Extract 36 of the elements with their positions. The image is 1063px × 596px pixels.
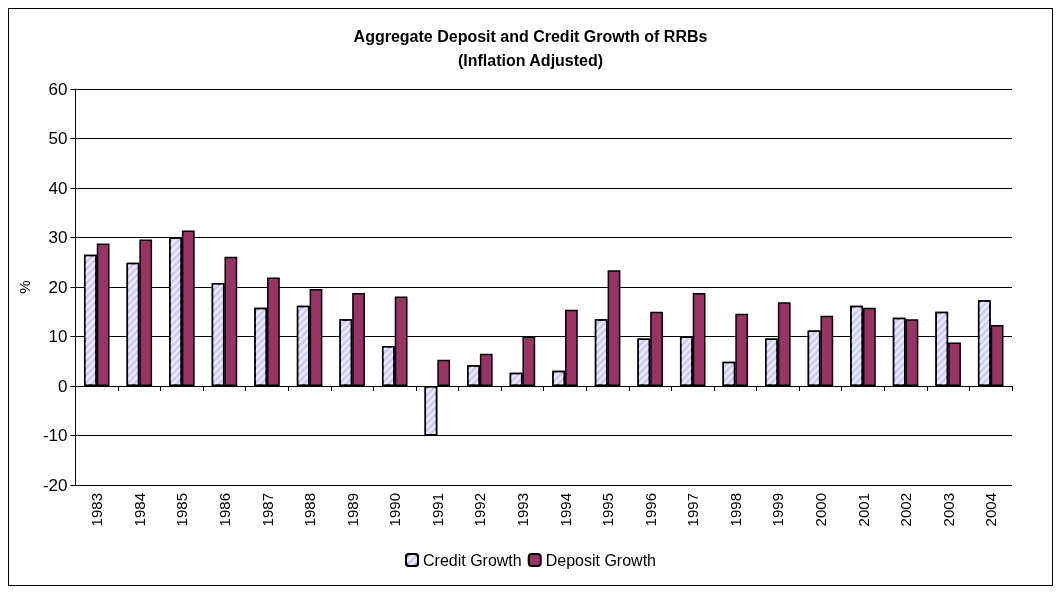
x-tick-label: 1989 xyxy=(343,493,361,527)
y-tick-label: 30 xyxy=(48,228,68,247)
bar xyxy=(437,359,451,386)
x-tick-label: 1994 xyxy=(556,493,574,527)
chart-title: Aggregate Deposit and Credit Growth of RRBs (Inflation Adjusted) xyxy=(353,27,708,69)
x-tick-label: 1984 xyxy=(130,493,148,527)
y-tick-label: 10 xyxy=(48,327,68,346)
legend-label: Credit Growth xyxy=(423,551,522,569)
x-tick-label: 1991 xyxy=(428,493,446,527)
x-tick-label: 2000 xyxy=(811,493,829,527)
x-tick-label: 1987 xyxy=(258,493,276,527)
x-tick-label: 1985 xyxy=(173,493,191,527)
legend-label: Deposit Growth xyxy=(545,551,656,569)
x-tick-label: 1986 xyxy=(215,493,233,527)
x-tick-label: 1995 xyxy=(599,493,617,527)
y-tick-label: -20 xyxy=(42,475,68,495)
x-tick-label: 1988 xyxy=(301,493,319,527)
x-tick-label: 1998 xyxy=(726,493,744,527)
x-tick-label: 2003 xyxy=(939,493,957,527)
y-tick-label: 0 xyxy=(58,376,68,396)
x-tick-label: 2001 xyxy=(854,493,872,527)
x-tick-label: 1992 xyxy=(471,493,489,527)
y-tick-label: 60 xyxy=(48,79,68,99)
x-tick-label: 1990 xyxy=(386,493,404,527)
x-tick-label: 1983 xyxy=(88,493,106,527)
x-tick-label: 1993 xyxy=(513,493,531,527)
y-axis-title: % xyxy=(16,280,33,294)
x-tick-label: 2004 xyxy=(982,493,1000,527)
y-tick-label: 50 xyxy=(48,129,68,148)
x-tick-label: 1996 xyxy=(641,493,659,527)
x-tick-label: 1999 xyxy=(769,493,787,527)
y-tick-label: 40 xyxy=(48,178,68,198)
y-tick-label: -10 xyxy=(42,426,68,445)
y-tick-label: 20 xyxy=(48,277,68,297)
x-tick-label: 2002 xyxy=(897,493,915,527)
x-tick-label: 1997 xyxy=(684,493,702,527)
